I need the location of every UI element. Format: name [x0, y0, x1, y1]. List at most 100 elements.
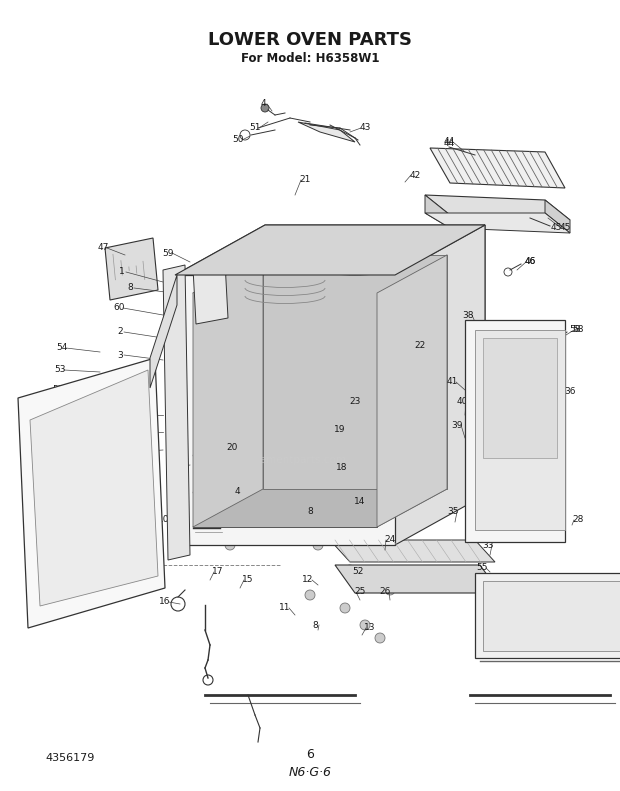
- Bar: [475, 573, 620, 658]
- Text: 15: 15: [242, 576, 254, 585]
- Text: LOWER OVEN PARTS: LOWER OVEN PARTS: [208, 31, 412, 49]
- Text: 8: 8: [55, 403, 61, 412]
- Polygon shape: [193, 262, 228, 324]
- Text: 50: 50: [232, 135, 244, 145]
- Text: 56: 56: [50, 418, 62, 426]
- Polygon shape: [395, 225, 485, 495]
- Text: 53: 53: [55, 365, 66, 374]
- Circle shape: [313, 540, 323, 550]
- Text: 18: 18: [336, 464, 348, 472]
- Text: 4356179: 4356179: [45, 753, 94, 763]
- Text: 60: 60: [113, 304, 125, 312]
- Text: 25: 25: [354, 588, 366, 596]
- Polygon shape: [425, 195, 570, 220]
- Text: 8: 8: [537, 516, 543, 524]
- Text: 26: 26: [379, 588, 391, 596]
- Text: 45: 45: [551, 224, 562, 233]
- Polygon shape: [425, 195, 450, 228]
- Circle shape: [305, 475, 315, 485]
- Polygon shape: [105, 238, 158, 300]
- Polygon shape: [30, 370, 158, 606]
- Text: 58: 58: [569, 326, 581, 335]
- Polygon shape: [175, 275, 395, 545]
- Bar: [475, 330, 565, 530]
- Polygon shape: [298, 122, 355, 142]
- Text: 36: 36: [564, 388, 576, 396]
- Text: 17: 17: [212, 567, 224, 577]
- Text: 12: 12: [303, 576, 314, 585]
- Text: 44: 44: [443, 138, 454, 147]
- Text: 13: 13: [365, 623, 376, 633]
- Polygon shape: [193, 293, 377, 527]
- Text: 14: 14: [354, 498, 366, 506]
- Text: 34: 34: [486, 524, 498, 532]
- Text: 59: 59: [162, 248, 174, 258]
- Text: 8: 8: [307, 508, 313, 517]
- Text: 7: 7: [125, 448, 131, 456]
- Text: 5: 5: [117, 427, 123, 437]
- Text: 11: 11: [279, 604, 291, 612]
- Text: 4: 4: [167, 464, 173, 472]
- Polygon shape: [175, 225, 485, 275]
- Circle shape: [385, 585, 395, 595]
- Circle shape: [220, 475, 230, 485]
- Text: 52: 52: [352, 567, 364, 577]
- Text: 40: 40: [456, 398, 467, 407]
- Bar: [483, 338, 557, 458]
- Text: 32: 32: [516, 501, 528, 509]
- Text: 42: 42: [409, 171, 420, 180]
- Text: 31: 31: [482, 501, 494, 509]
- Circle shape: [305, 510, 315, 520]
- Polygon shape: [193, 255, 263, 527]
- Text: 55: 55: [476, 563, 488, 573]
- Text: 37: 37: [546, 369, 558, 377]
- Polygon shape: [395, 225, 485, 545]
- Text: 4: 4: [234, 487, 240, 497]
- Text: 22: 22: [414, 340, 425, 350]
- Text: 38: 38: [463, 311, 474, 320]
- Polygon shape: [150, 275, 177, 388]
- Text: 33: 33: [482, 540, 494, 550]
- Text: 58: 58: [572, 326, 584, 335]
- Text: 10: 10: [464, 351, 476, 361]
- Polygon shape: [175, 225, 485, 275]
- Text: 57: 57: [52, 385, 64, 395]
- Polygon shape: [377, 255, 447, 527]
- Text: 1: 1: [119, 267, 125, 277]
- Bar: [483, 581, 620, 651]
- Circle shape: [375, 633, 385, 643]
- Text: 4: 4: [260, 100, 266, 108]
- Text: 20: 20: [226, 444, 237, 452]
- Polygon shape: [330, 540, 495, 562]
- Text: 27: 27: [484, 605, 495, 615]
- Text: 6: 6: [53, 433, 59, 442]
- Text: 24: 24: [384, 536, 396, 544]
- Text: 47: 47: [97, 244, 108, 252]
- Text: 21: 21: [299, 176, 311, 184]
- Text: 35: 35: [447, 508, 459, 517]
- Text: N6·G·6: N6·G·6: [288, 766, 332, 778]
- Text: 28: 28: [572, 516, 583, 524]
- Text: 44: 44: [443, 138, 454, 146]
- Text: 10: 10: [158, 516, 170, 524]
- Text: 8: 8: [312, 620, 318, 630]
- Circle shape: [225, 540, 235, 550]
- Text: 9: 9: [167, 543, 173, 552]
- Circle shape: [345, 565, 355, 575]
- Circle shape: [340, 603, 350, 613]
- Text: 29: 29: [542, 620, 554, 630]
- Text: 23: 23: [349, 398, 361, 407]
- Text: 4: 4: [117, 411, 123, 419]
- Text: 51: 51: [249, 123, 261, 133]
- Polygon shape: [430, 148, 565, 188]
- Circle shape: [220, 510, 230, 520]
- Text: 45: 45: [559, 224, 570, 233]
- Circle shape: [261, 104, 269, 112]
- Circle shape: [305, 590, 315, 600]
- Polygon shape: [263, 255, 447, 489]
- Text: Replacementparts.com: Replacementparts.com: [224, 455, 345, 465]
- Text: 41: 41: [446, 377, 458, 387]
- Polygon shape: [163, 265, 190, 560]
- Circle shape: [360, 620, 370, 630]
- Text: 16: 16: [159, 597, 170, 607]
